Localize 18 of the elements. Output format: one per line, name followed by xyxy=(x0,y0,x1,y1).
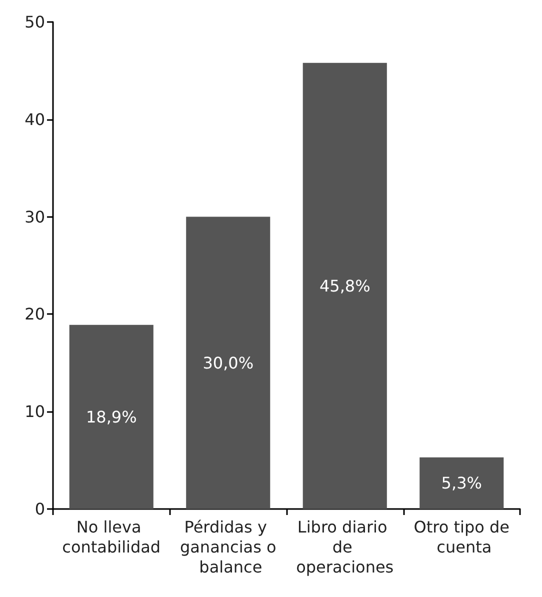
data-label: 5,3% xyxy=(441,474,482,493)
x-tick-label: Otro tipo de cuenta xyxy=(414,518,510,556)
bar xyxy=(302,62,387,509)
y-tick-label: 20 xyxy=(24,304,45,324)
data-label: 18,9% xyxy=(86,407,137,426)
x-tick-label: Pérdidas y ganancias o balance xyxy=(180,518,276,576)
y-tick-label: 50 xyxy=(24,12,45,32)
y-tick-label: 30 xyxy=(24,207,45,226)
bar xyxy=(186,216,270,509)
y-tick-label: 0 xyxy=(34,500,45,518)
x-tick-label: No lleva contabilidad xyxy=(62,518,161,556)
data-label: 45,8% xyxy=(319,276,370,296)
y-tick-label: 40 xyxy=(24,110,45,129)
bar xyxy=(69,324,154,509)
y-tick-label: 10 xyxy=(24,402,45,422)
data-label: 30,0% xyxy=(202,353,254,372)
bar xyxy=(420,457,504,509)
x-tick-label: Libro diario de operaciones xyxy=(296,518,394,576)
